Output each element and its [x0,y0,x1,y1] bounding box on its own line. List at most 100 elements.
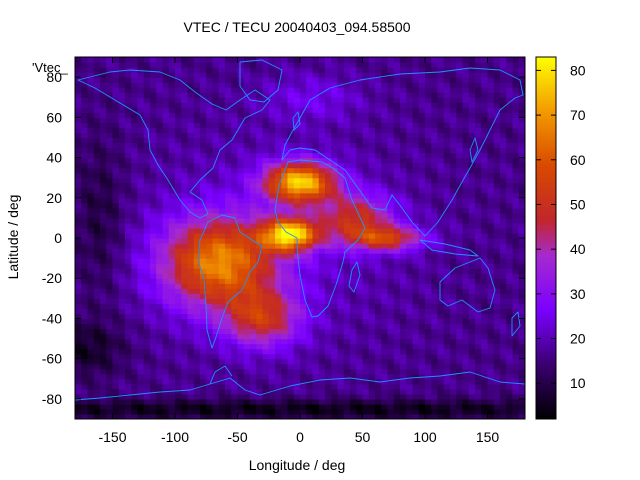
heatmap-cell [200,293,207,299]
heatmap-cell [456,152,464,159]
heatmap-cell [350,202,357,209]
heatmap-cell [275,162,282,169]
heatmap-cell [87,207,95,214]
heatmap-cell [143,212,151,219]
heatmap-cell [475,388,482,395]
heatmap-cell [293,132,301,139]
heatmap-cell [175,388,182,395]
heatmap-cell [412,207,420,214]
heatmap-cell [500,403,507,410]
heatmap-cell [337,338,345,345]
heatmap-cell [143,313,151,320]
heatmap-cell [343,127,351,134]
heatmap-cell [256,137,264,144]
heatmap-cell [400,232,407,239]
heatmap-cell [412,313,420,320]
heatmap-cell [100,313,107,320]
heatmap-cell [425,217,432,224]
heatmap-cell [331,162,339,169]
heatmap-cell [125,92,132,98]
heatmap-cell [137,298,145,304]
heatmap-cell [125,363,132,370]
heatmap-cell [206,338,214,345]
heatmap-cell [218,378,226,385]
heatmap-cell [487,413,495,419]
heatmap-cell [162,283,170,289]
heatmap-cell [331,142,339,149]
heatmap-cell [193,288,201,294]
heatmap-cell [318,172,326,179]
heatmap-cell [181,408,189,415]
heatmap-cell [337,57,345,63]
heatmap-cell [387,187,395,194]
heatmap-cell [475,132,482,139]
heatmap-cell [87,112,95,118]
heatmap-cell [143,132,151,139]
heatmap-cell [206,122,214,128]
heatmap-cell [350,192,357,199]
heatmap-cell [156,167,164,174]
heatmap-cell [462,383,470,390]
heatmap-cell [475,217,482,224]
heatmap-cell [225,248,232,254]
heatmap-cell [168,72,176,78]
heatmap-cell [500,122,507,128]
heatmap-cell [312,408,320,415]
heatmap-cell [106,273,114,279]
heatmap-cell [456,62,464,68]
heatmap-cell [331,358,339,365]
heatmap-cell [112,373,120,380]
heatmap-cell [300,363,307,370]
heatmap-cell [200,172,207,179]
heatmap-cell [375,243,382,249]
heatmap-cell [406,197,414,204]
heatmap-cell [481,268,489,274]
heatmap-cell [218,358,226,365]
heatmap-cell [81,283,89,289]
heatmap-cell [287,152,295,159]
heatmap-cell [225,393,232,400]
heatmap-cell [100,298,107,304]
heatmap-cell [156,413,164,419]
heatmap-cell [337,192,345,199]
heatmap-cell [487,398,495,405]
heatmap-cell [406,383,414,390]
heatmap-cell [468,77,476,83]
heatmap-cell [331,97,339,103]
heatmap-cell [256,87,264,93]
heatmap-cell [131,363,139,370]
heatmap-cell [481,107,489,113]
heatmap-cell [350,77,357,83]
heatmap-cell [187,222,195,229]
heatmap-cell [175,182,182,189]
heatmap-cell [275,117,282,123]
heatmap-cell [75,248,82,254]
heatmap-cell [118,368,126,375]
heatmap-cell [112,323,120,330]
heatmap-cell [181,77,189,83]
heatmap-cell [100,167,107,174]
heatmap-cell [293,227,301,234]
heatmap-cell [100,97,107,103]
heatmap-cell [143,388,151,395]
heatmap-cell [81,258,89,264]
heatmap-cell [75,197,82,204]
heatmap-cell [468,288,476,294]
heatmap-cell [456,112,464,118]
heatmap-cell [150,227,157,234]
heatmap-cell [106,303,114,309]
heatmap-cell [218,232,226,239]
heatmap-cell [87,283,95,289]
heatmap-cell [456,353,464,360]
heatmap-cell [212,232,220,239]
heatmap-cell [193,82,201,88]
heatmap-cell [287,378,295,385]
heatmap-cell [325,117,332,123]
heatmap-cell [318,348,326,355]
heatmap-cell [175,343,182,350]
heatmap-cell [318,318,326,325]
heatmap-cell [118,363,126,370]
heatmap-cell [81,358,89,365]
heatmap-cell [131,232,139,239]
heatmap-cell [325,147,332,154]
